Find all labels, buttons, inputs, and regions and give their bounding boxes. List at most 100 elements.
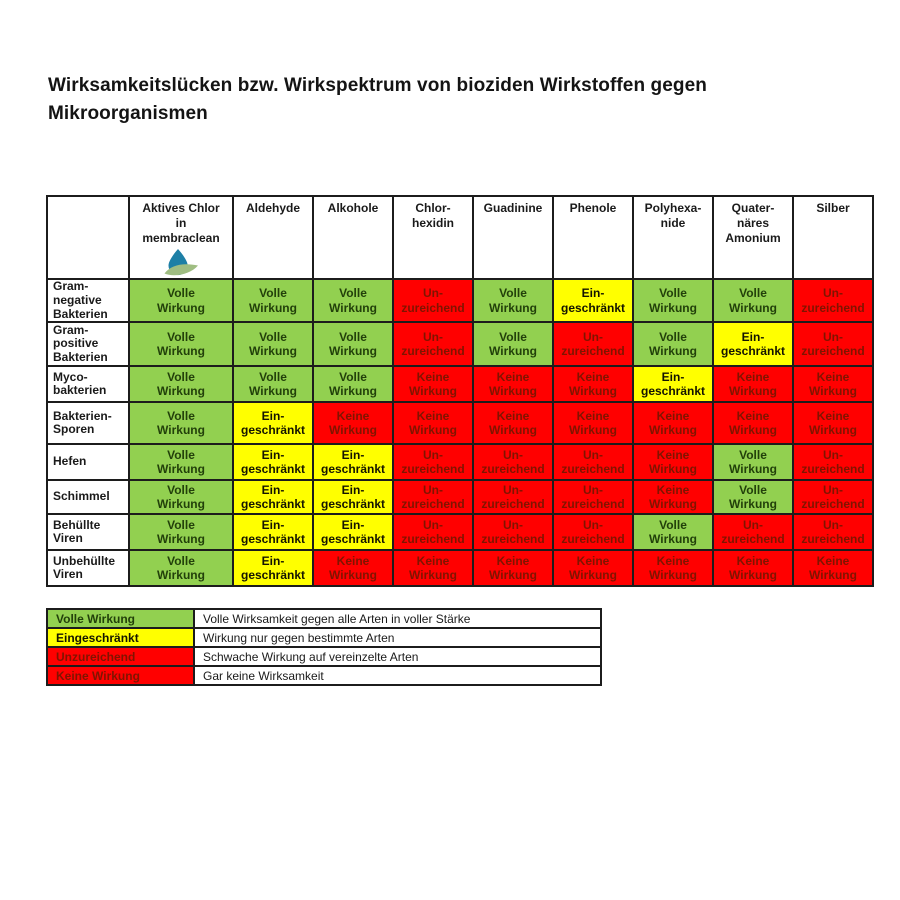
matrix-cell: Un- zureichend bbox=[552, 479, 634, 516]
row-header: Bakterien- Sporen bbox=[46, 401, 130, 446]
matrix-cell: Ein- geschränkt bbox=[312, 443, 394, 482]
matrix-cell: Keine Wirkung bbox=[392, 401, 474, 446]
matrix-cell: Keine Wirkung bbox=[712, 549, 794, 588]
legend-description: Wirkung nur gegen bestimmte Arten bbox=[193, 627, 602, 648]
matrix-cell: Un- zureichend bbox=[472, 479, 554, 516]
corner-cell bbox=[46, 195, 130, 280]
column-header-label: Alkohole bbox=[327, 201, 379, 215]
matrix-cell: Keine Wirkung bbox=[472, 549, 554, 588]
legend-row: Volle Wirkung Volle Wirksamkeit gegen all… bbox=[46, 608, 602, 629]
matrix-cell: Keine Wirkung bbox=[712, 401, 794, 446]
column-header-label: Phenole bbox=[569, 201, 617, 215]
matrix-cell: Volle Wirkung bbox=[712, 443, 794, 482]
matrix-row: Hefen Volle Wirkung Ein- geschränkt Ein- ge… bbox=[46, 443, 874, 482]
matrix-cell: Un- zureichend bbox=[552, 513, 634, 552]
matrix-row: Schimmel Volle Wirkung Ein- geschränkt Ein-… bbox=[46, 479, 874, 516]
matrix-cell: Un- zureichend bbox=[392, 479, 474, 516]
matrix-cell: Volle Wirkung bbox=[128, 549, 234, 588]
matrix-cell: Un- zureichend bbox=[792, 479, 874, 516]
matrix-cell: Ein- geschränkt bbox=[312, 479, 394, 516]
matrix-cell: Keine Wirkung bbox=[792, 401, 874, 446]
column-header: Silber bbox=[792, 195, 874, 280]
matrix-cell: Keine Wirkung bbox=[472, 401, 554, 446]
column-header: Aktives Chlor in membraclean bbox=[128, 195, 234, 280]
legend-description: Gar keine Wirksamkeit bbox=[193, 665, 602, 686]
membraclean-drop-leaf-icon bbox=[162, 248, 200, 277]
matrix-cell: Un- zureichend bbox=[792, 321, 874, 368]
row-header-label: Gram- positive Bakterien bbox=[53, 322, 108, 365]
matrix-cell: Keine Wirkung bbox=[632, 549, 714, 588]
row-header-label: Hefen bbox=[53, 454, 87, 469]
matrix-cell: Ein- geschränkt bbox=[312, 513, 394, 552]
matrix-row: Gram- positive Bakterien Volle Wirkung Vol… bbox=[46, 321, 874, 368]
row-header: Unbehüllte Viren bbox=[46, 549, 130, 588]
matrix-cell: Un- zureichend bbox=[792, 513, 874, 552]
column-header: Quater- näres Amonium bbox=[712, 195, 794, 280]
matrix-cell: Keine Wirkung bbox=[552, 401, 634, 446]
matrix-row: Unbehüllte Viren Volle Wirkung Ein- geschr… bbox=[46, 549, 874, 588]
matrix-row: Myco- bakterien Volle Wirkung Volle Wirkun… bbox=[46, 365, 874, 404]
matrix-cell: Un- zureichend bbox=[472, 443, 554, 482]
row-header-label: Schimmel bbox=[53, 489, 110, 504]
matrix-cell: Keine Wirkung bbox=[712, 365, 794, 404]
matrix-cell: Un- zureichend bbox=[712, 513, 794, 552]
matrix-cell: Ein- geschränkt bbox=[632, 365, 714, 404]
matrix-cell: Volle Wirkung bbox=[472, 277, 554, 324]
matrix-cell: Volle Wirkung bbox=[712, 277, 794, 324]
matrix-cell: Keine Wirkung bbox=[392, 365, 474, 404]
row-header: Hefen bbox=[46, 443, 130, 482]
matrix-cell: Volle Wirkung bbox=[232, 277, 314, 324]
column-header: Chlor- hexidin bbox=[392, 195, 474, 280]
column-header-label: Guadinine bbox=[483, 201, 543, 215]
matrix-cell: Volle Wirkung bbox=[128, 443, 234, 482]
matrix-row: Behüllte Viren Volle Wirkung Ein- geschrän… bbox=[46, 513, 874, 552]
row-header: Gram- positive Bakterien bbox=[46, 321, 130, 368]
matrix-cell: Un- zureichend bbox=[472, 513, 554, 552]
matrix-cell: Un- zureichend bbox=[552, 443, 634, 482]
matrix-row: Gram- negative Bakterien Volle Wirkung Vol… bbox=[46, 277, 874, 324]
matrix-cell: Ein- geschränkt bbox=[552, 277, 634, 324]
matrix-cell: Volle Wirkung bbox=[472, 321, 554, 368]
page-title: Wirksamkeitslücken bzw. Wirkspektrum von… bbox=[48, 75, 708, 124]
column-header: Guadinine bbox=[472, 195, 554, 280]
matrix-cell: Keine Wirkung bbox=[312, 401, 394, 446]
matrix-cell: Un- zureichend bbox=[392, 277, 474, 324]
matrix-cell: Keine Wirkung bbox=[552, 549, 634, 588]
column-header-label: Aktives Chlor in membraclean bbox=[142, 201, 220, 245]
matrix-cell: Un- zureichend bbox=[392, 513, 474, 552]
row-header: Schimmel bbox=[46, 479, 130, 516]
matrix-cell: Volle Wirkung bbox=[128, 277, 234, 324]
legend-row: Unzureichend Schwache Wirkung auf vereinz… bbox=[46, 646, 602, 667]
legend-key: Eingeschränkt bbox=[46, 627, 195, 648]
matrix-cell: Un- zureichend bbox=[552, 321, 634, 368]
matrix-cell: Volle Wirkung bbox=[232, 321, 314, 368]
row-header: Myco- bakterien bbox=[46, 365, 130, 404]
effectiveness-matrix-table: Aktives Chlor in membraclean Aldehyde Alko… bbox=[46, 195, 874, 588]
matrix-cell: Ein- geschränkt bbox=[232, 513, 314, 552]
matrix-cell: Keine Wirkung bbox=[632, 479, 714, 516]
column-header: Aldehyde bbox=[232, 195, 314, 280]
legend-row: Eingeschränkt Wirkung nur gegen bestimmte… bbox=[46, 627, 602, 648]
matrix-cell: Keine Wirkung bbox=[792, 365, 874, 404]
matrix-cell: Volle Wirkung bbox=[128, 513, 234, 552]
legend-key: Unzureichend bbox=[46, 646, 195, 667]
legend-table: Volle Wirkung Volle Wirksamkeit gegen all… bbox=[46, 608, 602, 686]
row-header-label: Gram- negative Bakterien bbox=[53, 279, 108, 321]
row-header-label: Unbehüllte Viren bbox=[53, 553, 115, 582]
matrix-cell: Volle Wirkung bbox=[312, 321, 394, 368]
matrix-header-row: Aktives Chlor in membraclean Aldehyde Alko… bbox=[46, 195, 874, 280]
row-header-label: Bakterien- Sporen bbox=[53, 408, 112, 437]
row-header-label: Behüllte Viren bbox=[53, 517, 101, 546]
matrix-cell: Volle Wirkung bbox=[312, 365, 394, 404]
column-header-label: Aldehyde bbox=[245, 201, 300, 215]
matrix-cell: Volle Wirkung bbox=[632, 513, 714, 552]
row-header-label: Myco- bakterien bbox=[53, 369, 107, 398]
row-header: Behüllte Viren bbox=[46, 513, 130, 552]
matrix-cell: Ein- geschränkt bbox=[232, 401, 314, 446]
matrix-cell: Volle Wirkung bbox=[128, 401, 234, 446]
matrix-cell: Un- zureichend bbox=[392, 443, 474, 482]
column-header-label: Polyhexa- nide bbox=[644, 201, 702, 230]
matrix-cell: Keine Wirkung bbox=[472, 365, 554, 404]
legend-key: Volle Wirkung bbox=[46, 608, 195, 629]
matrix-cell: Keine Wirkung bbox=[312, 549, 394, 588]
